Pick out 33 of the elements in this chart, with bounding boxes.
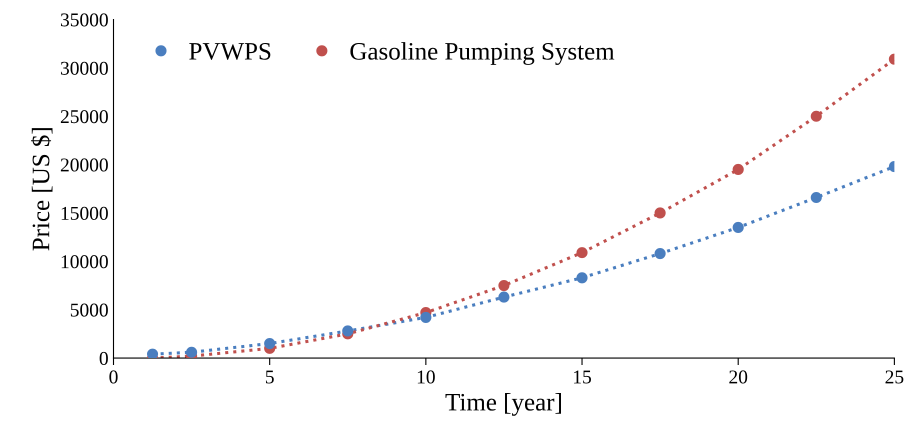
point bbox=[810, 192, 822, 204]
y-tick-label: 0 bbox=[100, 352, 108, 365]
y-axis-title: Price [US $] bbox=[31, 128, 52, 251]
y-tick-label: 20000 bbox=[60, 158, 108, 172]
point bbox=[186, 346, 198, 358]
point bbox=[654, 207, 666, 219]
y-tick-label: 15000 bbox=[62, 206, 108, 220]
legend-label: Gasoline Pumping System bbox=[350, 42, 614, 65]
y-tick-label: 10000 bbox=[62, 255, 108, 268]
x-tick-label: 25 bbox=[886, 370, 904, 384]
x-axis-title: Time [year] bbox=[445, 393, 561, 416]
point bbox=[264, 338, 276, 350]
point bbox=[576, 272, 588, 284]
point bbox=[732, 222, 744, 234]
y-tick-label: 30000 bbox=[60, 62, 108, 75]
x-tick-label: 10 bbox=[418, 370, 435, 384]
x-tick-label: 15 bbox=[574, 370, 591, 384]
y-tick-label: 35000 bbox=[60, 13, 108, 26]
x-tick-label: 0 bbox=[109, 370, 118, 384]
y-tick-label: 25000 bbox=[60, 110, 108, 124]
point bbox=[420, 312, 432, 323]
x-tick-label: 20 bbox=[729, 370, 748, 384]
point bbox=[498, 292, 510, 303]
point bbox=[146, 348, 158, 358]
legend-label: PVWPS bbox=[189, 42, 270, 60]
x-tick-label: 5 bbox=[266, 370, 274, 384]
point bbox=[342, 325, 354, 337]
point bbox=[576, 247, 588, 258]
point bbox=[498, 280, 510, 292]
y-tick-label: 5000 bbox=[70, 304, 108, 317]
point bbox=[654, 248, 666, 260]
point bbox=[810, 110, 822, 122]
point bbox=[732, 164, 744, 175]
